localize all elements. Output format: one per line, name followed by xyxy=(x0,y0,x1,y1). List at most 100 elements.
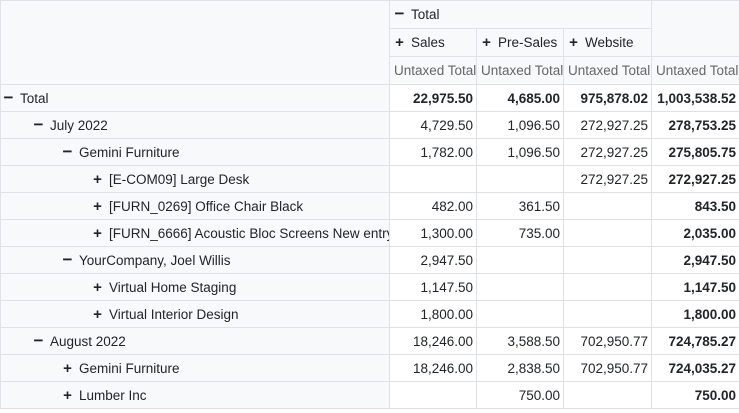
row-header-label: Gemini Furniture xyxy=(79,360,180,376)
measure-header[interactable]: Untaxed Total xyxy=(389,56,477,85)
minus-icon: − xyxy=(33,330,44,350)
plus-icon: + xyxy=(93,170,102,188)
pivot-cell[interactable]: 702,950.77 xyxy=(562,354,653,382)
pivot-row: + [FURN_6666] Acoustic Bloc Screens New e… xyxy=(0,219,739,247)
minus-icon: − xyxy=(3,87,14,107)
pivot-cell[interactable]: 1,147.50 xyxy=(389,273,477,301)
col-header-sales[interactable]: + Sales xyxy=(389,28,477,57)
col-header-presales-label: Pre-Sales xyxy=(498,35,558,50)
pivot-cell[interactable]: 1,096.50 xyxy=(476,138,564,166)
pivot-cell[interactable]: 482.00 xyxy=(389,192,477,220)
row-header-label: July 2022 xyxy=(50,117,108,133)
row-total-cell[interactable]: 278,753.25 xyxy=(651,111,739,139)
pivot-cell[interactable] xyxy=(562,192,653,220)
measure-header[interactable]: Untaxed Total xyxy=(651,56,739,85)
plus-icon: + xyxy=(93,278,102,296)
row-total-cell[interactable]: 724,035.27 xyxy=(651,354,739,382)
col-header-total[interactable]: − Total xyxy=(388,0,653,29)
pivot-row: + Virtual Home Staging 1,147.50 1,147.50 xyxy=(0,273,739,301)
row-total-cell[interactable]: 2,947.50 xyxy=(651,246,739,274)
row-header-label: Virtual Interior Design xyxy=(109,306,239,322)
pivot-cell[interactable]: 272,927.25 xyxy=(562,111,653,139)
plus-icon: + xyxy=(63,359,72,377)
pivot-cell[interactable] xyxy=(562,273,653,301)
row-total-cell[interactable]: 2,035.00 xyxy=(651,219,739,247)
pivot-row: + Lumber Inc 750.00 750.00 xyxy=(0,381,739,409)
pivot-cell[interactable]: 750.00 xyxy=(476,381,564,409)
row-header[interactable]: + Virtual Home Staging xyxy=(0,273,390,301)
pivot-cell[interactable]: 272,927.25 xyxy=(562,138,653,166)
row-header-label: Total xyxy=(20,90,49,106)
pivot-cell[interactable]: 1,300.00 xyxy=(389,219,477,247)
pivot-cell[interactable] xyxy=(562,246,653,274)
pivot-cell[interactable]: 4,685.00 xyxy=(476,84,564,112)
row-total-cell[interactable]: 1,800.00 xyxy=(651,300,739,328)
pivot-cell[interactable]: 2,947.50 xyxy=(389,246,477,274)
pivot-body: − Total 22,975.50 4,685.00 975,878.02 1,003,5… xyxy=(0,84,739,409)
row-header[interactable]: + [FURN_6666] Acoustic Bloc Screens New e… xyxy=(0,219,390,247)
pivot-cell[interactable]: 1,800.00 xyxy=(389,300,477,328)
row-header[interactable]: + Virtual Interior Design xyxy=(0,300,390,328)
col-header-total-label: Total xyxy=(411,7,440,22)
pivot-cell[interactable]: 2,838.50 xyxy=(476,354,564,382)
pivot-cell[interactable]: 4,729.50 xyxy=(389,111,477,139)
row-total-cell[interactable]: 724,785.27 xyxy=(651,327,739,355)
row-total-cell[interactable]: 272,927.25 xyxy=(651,165,739,193)
pivot-cell[interactable] xyxy=(562,300,653,328)
plus-icon: + xyxy=(569,34,578,51)
minus-icon: − xyxy=(62,249,73,269)
plus-icon: + xyxy=(482,34,491,51)
pivot-cell[interactable]: 702,950.77 xyxy=(562,327,653,355)
pivot-cell[interactable]: 1,096.50 xyxy=(476,111,564,139)
row-total-cell[interactable]: 1,147.50 xyxy=(651,273,739,301)
plus-icon: + xyxy=(93,197,102,215)
row-header[interactable]: − August 2022 xyxy=(0,327,390,355)
row-header-label: [FURN_0269] Office Chair Black xyxy=(109,198,304,214)
col-header-total-spacer xyxy=(651,0,739,57)
pivot-cell[interactable] xyxy=(562,219,653,247)
row-header[interactable]: + Gemini Furniture xyxy=(0,354,390,382)
pivot-cell[interactable]: 18,246.00 xyxy=(389,327,477,355)
measure-header[interactable]: Untaxed Total xyxy=(476,56,564,85)
pivot-cell[interactable]: 1,782.00 xyxy=(389,138,477,166)
row-total-cell[interactable]: 1,003,538.52 xyxy=(651,84,739,112)
pivot-cell[interactable]: 361.50 xyxy=(476,192,564,220)
pivot-cell[interactable] xyxy=(476,273,564,301)
row-total-cell[interactable]: 750.00 xyxy=(651,381,739,409)
row-total-cell[interactable]: 275,805.75 xyxy=(651,138,739,166)
pivot-cell[interactable] xyxy=(476,246,564,274)
minus-icon: − xyxy=(62,141,73,161)
pivot-cell[interactable] xyxy=(476,165,564,193)
minus-icon: − xyxy=(394,4,405,23)
row-header[interactable]: + [E-COM09] Large Desk xyxy=(0,165,390,193)
measure-header[interactable]: Untaxed Total xyxy=(562,56,653,85)
plus-icon: + xyxy=(93,224,102,242)
row-header[interactable]: − July 2022 xyxy=(0,111,390,139)
pivot-row: − July 2022 4,729.50 1,096.50 272,927.25 278,… xyxy=(0,111,739,139)
pivot-cell[interactable]: 3,588.50 xyxy=(476,327,564,355)
pivot-row: − Total 22,975.50 4,685.00 975,878.02 1,003,5… xyxy=(0,84,739,112)
pivot-cell[interactable] xyxy=(389,165,477,193)
pivot-cell[interactable]: 22,975.50 xyxy=(389,84,477,112)
pivot-cell[interactable] xyxy=(562,381,653,409)
pivot-cell[interactable]: 735.00 xyxy=(476,219,564,247)
col-header-presales[interactable]: + Pre-Sales xyxy=(476,28,564,57)
row-header-label: YourCompany, Joel Willis xyxy=(79,252,231,268)
row-header[interactable]: − YourCompany, Joel Willis xyxy=(0,246,390,274)
pivot-cell[interactable] xyxy=(476,300,564,328)
pivot-cell[interactable] xyxy=(389,381,477,409)
row-header-label: Virtual Home Staging xyxy=(109,279,237,295)
row-header[interactable]: − Total xyxy=(0,84,390,112)
row-header[interactable]: + Lumber Inc xyxy=(0,381,390,409)
row-header[interactable]: + [FURN_0269] Office Chair Black xyxy=(0,192,390,220)
pivot-cell[interactable]: 272,927.25 xyxy=(562,165,653,193)
col-header-website[interactable]: + Website xyxy=(562,28,653,57)
row-total-cell[interactable]: 843.50 xyxy=(651,192,739,220)
pivot-row: − YourCompany, Joel Willis 2,947.50 2,947.5… xyxy=(0,246,739,274)
pivot-cell[interactable]: 975,878.02 xyxy=(562,84,653,112)
minus-icon: − xyxy=(33,114,44,134)
row-header-label: Lumber Inc xyxy=(79,387,147,403)
pivot-cell[interactable]: 18,246.00 xyxy=(389,354,477,382)
row-header[interactable]: − Gemini Furniture xyxy=(0,138,390,166)
